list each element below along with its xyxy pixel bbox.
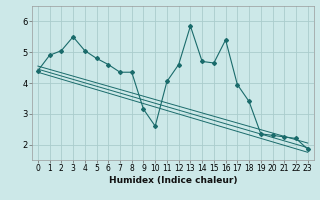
X-axis label: Humidex (Indice chaleur): Humidex (Indice chaleur): [108, 176, 237, 185]
